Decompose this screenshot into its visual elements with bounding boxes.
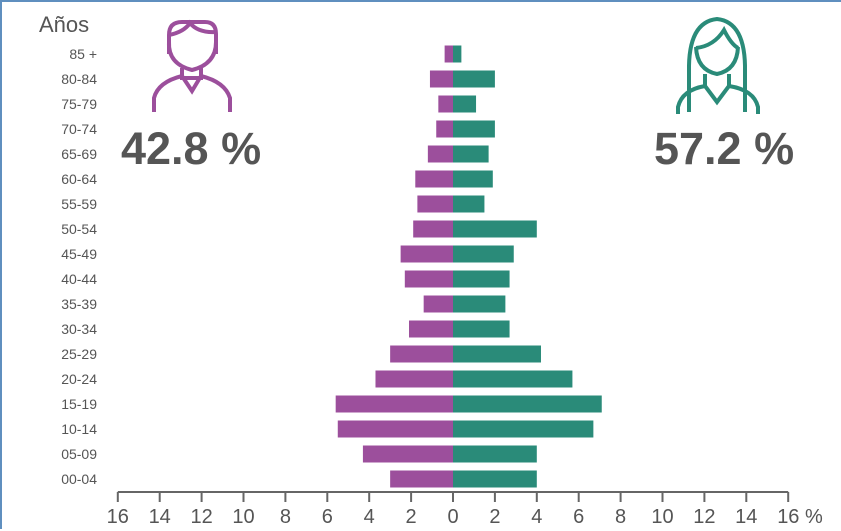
- x-tick-label: 4: [531, 506, 542, 528]
- male-bar: [337, 420, 453, 438]
- male-bar: [390, 345, 453, 363]
- x-tick-label: 14: [149, 506, 171, 528]
- male-bar: [415, 170, 453, 188]
- female-bar: [453, 170, 493, 188]
- male-bar: [390, 470, 453, 488]
- category-label: 50-54: [61, 221, 97, 237]
- female-percentage: 57.2 %: [654, 123, 794, 174]
- category-label: 05-09: [61, 446, 97, 462]
- x-tick-label: 0: [447, 506, 458, 528]
- x-tick-label: 12: [190, 506, 212, 528]
- category-label: 45-49: [61, 246, 97, 262]
- female-bar: [453, 70, 495, 88]
- male-percentage: 42.8 %: [121, 123, 261, 174]
- female-bar: [453, 470, 537, 488]
- male-bar: [362, 445, 453, 463]
- category-label: 65-69: [61, 146, 97, 162]
- male-bar: [417, 195, 453, 213]
- male-bar: [335, 395, 453, 413]
- category-label: 10-14: [61, 421, 97, 437]
- female-bar: [453, 270, 510, 288]
- female-bar: [453, 245, 514, 263]
- woman-outline-icon: [676, 16, 760, 114]
- x-tick-label: 16: [107, 506, 129, 528]
- male-bar: [429, 70, 453, 88]
- x-tick-label: 16 %: [777, 506, 823, 528]
- female-bar: [453, 395, 602, 413]
- x-tick-label: 10: [651, 506, 673, 528]
- age-axis-title: Años: [39, 12, 89, 37]
- male-bar: [413, 220, 453, 238]
- category-label: 25-29: [61, 346, 97, 362]
- category-label: 20-24: [61, 371, 97, 387]
- category-label: 85 +: [69, 46, 97, 62]
- male-bar: [427, 145, 453, 163]
- female-bar: [453, 195, 485, 213]
- male-bar: [438, 95, 453, 113]
- female-bar: [453, 345, 541, 363]
- x-tick-label: 2: [489, 506, 500, 528]
- female-bar: [453, 45, 462, 63]
- x-tick-label: 8: [615, 506, 626, 528]
- female-bar: [453, 320, 510, 338]
- x-tick-label: 6: [573, 506, 584, 528]
- category-label: 15-19: [61, 396, 97, 412]
- male-bar: [375, 370, 453, 388]
- x-tick-label: 14: [735, 506, 757, 528]
- female-bar: [453, 145, 489, 163]
- female-bar: [453, 120, 495, 138]
- female-bar: [453, 220, 537, 238]
- male-bar: [400, 245, 453, 263]
- category-label: 60-64: [61, 171, 97, 187]
- category-label: 80-84: [61, 71, 97, 87]
- category-label: 30-34: [61, 321, 97, 337]
- category-label: 00-04: [61, 471, 97, 487]
- category-label: 35-39: [61, 296, 97, 312]
- category-label: 70-74: [61, 121, 97, 137]
- x-tick-label: 6: [322, 506, 333, 528]
- male-bar: [444, 45, 453, 63]
- male-bar: [409, 320, 453, 338]
- category-label: 55-59: [61, 196, 97, 212]
- x-tick-label: 12: [693, 506, 715, 528]
- female-bar: [453, 370, 573, 388]
- x-tick-label: 10: [232, 506, 254, 528]
- bars-layer: [335, 45, 602, 488]
- x-tick-label: 8: [280, 506, 291, 528]
- category-labels-layer: 85 + 80-84 75-79 70-74 65-69 60-64 55-59 50-54 4…: [61, 46, 97, 487]
- female-bar: [453, 295, 506, 313]
- man-outline-icon: [152, 19, 232, 112]
- male-bar: [423, 295, 453, 313]
- female-bar: [453, 445, 537, 463]
- female-bar: [453, 420, 594, 438]
- male-bar: [404, 270, 453, 288]
- x-tick-label: 4: [364, 506, 375, 528]
- x-tick-label: 2: [406, 506, 417, 528]
- male-bar: [436, 120, 453, 138]
- category-label: 40-44: [61, 271, 97, 287]
- female-bar: [453, 95, 477, 113]
- x-axis: 16 14 12 10 8 6 4 2 0 2 4 6 8 10 12 14 16 %: [107, 491, 823, 528]
- category-label: 75-79: [61, 96, 97, 112]
